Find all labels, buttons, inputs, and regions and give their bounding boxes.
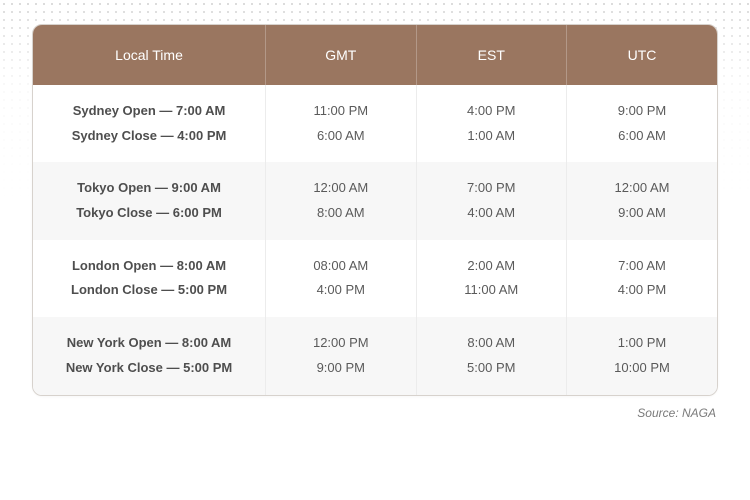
timezone-table-container: Local Time GMT EST UTC Sydney Open — 7:0… bbox=[32, 24, 718, 396]
table-row: Tokyo Open — 9:00 AM Tokyo Close — 6:00 … bbox=[33, 162, 717, 239]
cell-line: 12:00 PM bbox=[274, 331, 407, 356]
cell-line: 9:00 PM bbox=[575, 99, 709, 124]
cell-utc: 12:00 AM 9:00 AM bbox=[567, 162, 718, 239]
cell-gmt: 12:00 PM 9:00 PM bbox=[266, 317, 416, 394]
cell-line: 4:00 PM bbox=[575, 278, 709, 303]
cell-gmt: 08:00 AM 4:00 PM bbox=[266, 240, 416, 317]
cell-est: 7:00 PM 4:00 AM bbox=[416, 162, 566, 239]
cell-line: 11:00 PM bbox=[274, 99, 407, 124]
cell-line: 10:00 PM bbox=[575, 356, 709, 381]
cell-line: 9:00 PM bbox=[274, 356, 407, 381]
cell-line: 7:00 PM bbox=[425, 176, 558, 201]
cell-line: Sydney Close — 4:00 PM bbox=[41, 124, 257, 149]
cell-line: 5:00 PM bbox=[425, 356, 558, 381]
cell-line: London Open — 8:00 AM bbox=[41, 254, 257, 279]
cell-line: 1:00 PM bbox=[575, 331, 709, 356]
cell-line: 08:00 AM bbox=[274, 254, 407, 279]
cell-line: 8:00 AM bbox=[274, 201, 407, 226]
cell-line: 4:00 PM bbox=[274, 278, 407, 303]
cell-line: London Close — 5:00 PM bbox=[41, 278, 257, 303]
table-row: Sydney Open — 7:00 AM Sydney Close — 4:0… bbox=[33, 85, 717, 162]
col-header-gmt: GMT bbox=[266, 25, 416, 85]
cell-est: 8:00 AM 5:00 PM bbox=[416, 317, 566, 394]
cell-line: 6:00 AM bbox=[575, 124, 709, 149]
cell-line: Sydney Open — 7:00 AM bbox=[41, 99, 257, 124]
cell-line: 6:00 AM bbox=[274, 124, 407, 149]
cell-line: Tokyo Open — 9:00 AM bbox=[41, 176, 257, 201]
cell-gmt: 11:00 PM 6:00 AM bbox=[266, 85, 416, 162]
cell-utc: 7:00 AM 4:00 PM bbox=[567, 240, 718, 317]
cell-line: 1:00 AM bbox=[425, 124, 558, 149]
cell-est: 4:00 PM 1:00 AM bbox=[416, 85, 566, 162]
cell-line: 4:00 PM bbox=[425, 99, 558, 124]
cell-line: 8:00 AM bbox=[425, 331, 558, 356]
table-row: London Open — 8:00 AM London Close — 5:0… bbox=[33, 240, 717, 317]
table-header-row: Local Time GMT EST UTC bbox=[33, 25, 717, 85]
cell-line: 9:00 AM bbox=[575, 201, 709, 226]
cell-line: 2:00 AM bbox=[425, 254, 558, 279]
col-header-local: Local Time bbox=[33, 25, 266, 85]
cell-local: London Open — 8:00 AM London Close — 5:0… bbox=[33, 240, 266, 317]
cell-local: Tokyo Open — 9:00 AM Tokyo Close — 6:00 … bbox=[33, 162, 266, 239]
cell-line: 11:00 AM bbox=[425, 278, 558, 303]
table-body: Sydney Open — 7:00 AM Sydney Close — 4:0… bbox=[33, 85, 717, 395]
col-header-utc: UTC bbox=[567, 25, 718, 85]
cell-line: 4:00 AM bbox=[425, 201, 558, 226]
cell-line: 7:00 AM bbox=[575, 254, 709, 279]
timezone-table: Local Time GMT EST UTC Sydney Open — 7:0… bbox=[33, 25, 717, 395]
table-row: New York Open — 8:00 AM New York Close —… bbox=[33, 317, 717, 394]
cell-line: New York Open — 8:00 AM bbox=[41, 331, 257, 356]
col-header-est: EST bbox=[416, 25, 566, 85]
cell-line: New York Close — 5:00 PM bbox=[41, 356, 257, 381]
cell-est: 2:00 AM 11:00 AM bbox=[416, 240, 566, 317]
cell-local: New York Open — 8:00 AM New York Close —… bbox=[33, 317, 266, 394]
cell-local: Sydney Open — 7:00 AM Sydney Close — 4:0… bbox=[33, 85, 266, 162]
cell-utc: 9:00 PM 6:00 AM bbox=[567, 85, 718, 162]
cell-utc: 1:00 PM 10:00 PM bbox=[567, 317, 718, 394]
cell-line: 12:00 AM bbox=[274, 176, 407, 201]
cell-line: Tokyo Close — 6:00 PM bbox=[41, 201, 257, 226]
source-label: Source: NAGA bbox=[32, 406, 718, 420]
cell-line: 12:00 AM bbox=[575, 176, 709, 201]
cell-gmt: 12:00 AM 8:00 AM bbox=[266, 162, 416, 239]
